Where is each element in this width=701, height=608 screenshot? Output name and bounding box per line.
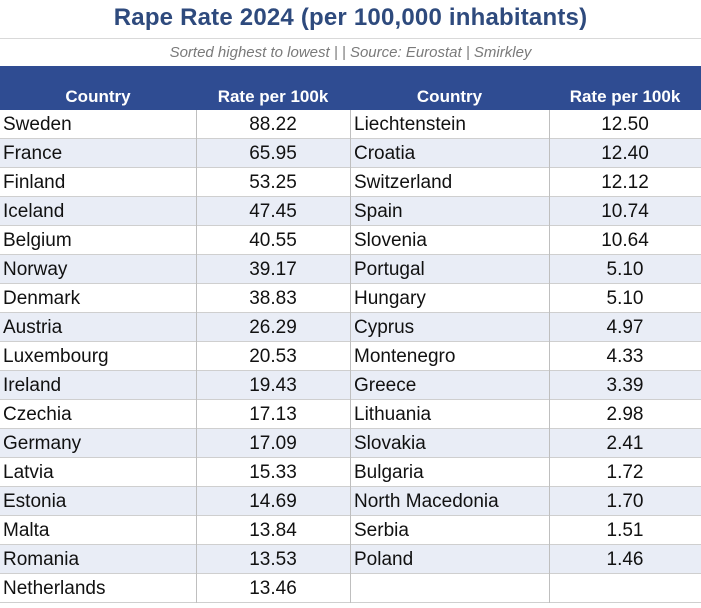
country-cell: Netherlands	[3, 578, 106, 599]
country-cell: Portugal	[354, 259, 425, 280]
rate-cell: 13.53	[249, 549, 297, 570]
column-divider	[549, 110, 550, 603]
rate-cell: 10.74	[601, 201, 649, 222]
rate-cell: 2.98	[606, 404, 644, 425]
country-cell: France	[3, 143, 63, 164]
country-cell: Poland	[354, 549, 414, 570]
country-cell: Cyprus	[354, 317, 415, 338]
rate-cell: 4.33	[606, 346, 644, 367]
country-cell: Greece	[354, 375, 417, 396]
table-row: Luxembourg 20.53 Montenegro 4.33	[0, 342, 701, 371]
rate-cell: 1.46	[606, 549, 644, 570]
rate-cell: 65.95	[249, 143, 297, 164]
table-row: Denmark 38.83 Hungary 5.10	[0, 284, 701, 313]
table-row: Netherlands 13.46	[0, 574, 701, 603]
rate-cell: 13.46	[249, 578, 297, 599]
country-cell: Montenegro	[354, 346, 456, 367]
rate-cell: 47.45	[249, 201, 297, 222]
country-cell: Iceland	[3, 201, 65, 222]
country-cell: Austria	[3, 317, 63, 338]
table-row: Sweden 88.22 Liechtenstein 12.50	[0, 110, 701, 139]
rate-cell: 2.41	[606, 433, 644, 454]
rate-cell: 10.64	[601, 230, 649, 251]
table-row: Latvia 15.33 Bulgaria 1.72	[0, 458, 701, 487]
country-cell: Luxembourg	[3, 346, 109, 367]
column-divider	[350, 110, 351, 603]
title-divider	[0, 38, 701, 39]
rate-cell: 12.12	[601, 172, 649, 193]
rate-cell: 1.70	[606, 491, 644, 512]
rate-cell: 26.29	[249, 317, 297, 338]
rate-cell: 14.69	[249, 491, 297, 512]
country-cell: Slovakia	[354, 433, 426, 454]
chart-subtitle: Sorted highest to lowest | | Source: Eur…	[169, 44, 532, 61]
country-cell: Hungary	[354, 288, 426, 309]
country-cell	[350, 574, 549, 603]
country-cell: North Macedonia	[354, 491, 499, 512]
rate-cell: 4.97	[606, 317, 644, 338]
country-cell: Ireland	[3, 375, 62, 396]
country-cell: Latvia	[3, 462, 54, 483]
header-rate-right: Rate per 100k	[569, 87, 681, 106]
table-header: Country Rate per 100k Country Rate per 1…	[0, 66, 701, 110]
rate-cell: 17.09	[249, 433, 297, 454]
country-cell: Lithuania	[354, 404, 432, 425]
country-cell: Estonia	[3, 491, 67, 512]
country-cell: Liechtenstein	[354, 114, 466, 135]
column-divider	[196, 110, 197, 603]
table-row: Malta 13.84 Serbia 1.51	[0, 516, 701, 545]
country-cell: Belgium	[3, 230, 72, 251]
rate-cell: 5.10	[606, 288, 644, 309]
rate-cell: 17.13	[249, 404, 297, 425]
table-row: Belgium 40.55 Slovenia 10.64	[0, 226, 701, 255]
country-cell: Norway	[3, 259, 68, 280]
country-cell: Germany	[3, 433, 82, 454]
country-cell: Croatia	[354, 143, 416, 164]
header-country-left: Country	[65, 87, 131, 106]
header-country-right: Country	[416, 87, 483, 106]
rate-cell: 53.25	[249, 172, 297, 193]
rate-cell: 19.43	[249, 375, 297, 396]
rate-cell: 3.39	[606, 375, 644, 396]
country-cell: Spain	[354, 201, 403, 222]
rate-cell: 12.40	[601, 143, 649, 164]
rate-cell: 39.17	[249, 259, 297, 280]
rate-cell: 38.83	[249, 288, 297, 309]
rate-cell: 5.10	[606, 259, 644, 280]
rate-cell: 88.22	[249, 114, 297, 135]
rate-cell: 1.72	[606, 462, 644, 483]
rate-cell: 20.53	[249, 346, 297, 367]
rate-cell	[549, 574, 701, 603]
table-row: Czechia 17.13 Lithuania 2.98	[0, 400, 701, 429]
country-cell: Malta	[3, 520, 50, 541]
country-cell: Sweden	[3, 114, 72, 135]
chart-title: Rape Rate 2024 (per 100,000 inhabitants)	[113, 4, 588, 31]
header-rate-left: Rate per 100k	[217, 87, 329, 106]
rate-cell: 40.55	[249, 230, 297, 251]
rate-cell: 13.84	[249, 520, 297, 541]
rate-cell: 1.51	[606, 520, 644, 541]
country-cell: Serbia	[354, 520, 409, 541]
rate-cell: 15.33	[249, 462, 297, 483]
country-cell: Romania	[3, 549, 80, 570]
country-cell: Finland	[3, 172, 66, 193]
country-cell: Switzerland	[354, 172, 453, 193]
country-cell: Slovenia	[354, 230, 427, 251]
country-cell: Bulgaria	[354, 462, 424, 483]
country-cell: Czechia	[3, 404, 72, 425]
table-row: Finland 53.25 Switzerland 12.12	[0, 168, 701, 197]
country-cell: Denmark	[3, 288, 81, 309]
rate-cell: 12.50	[601, 114, 649, 135]
